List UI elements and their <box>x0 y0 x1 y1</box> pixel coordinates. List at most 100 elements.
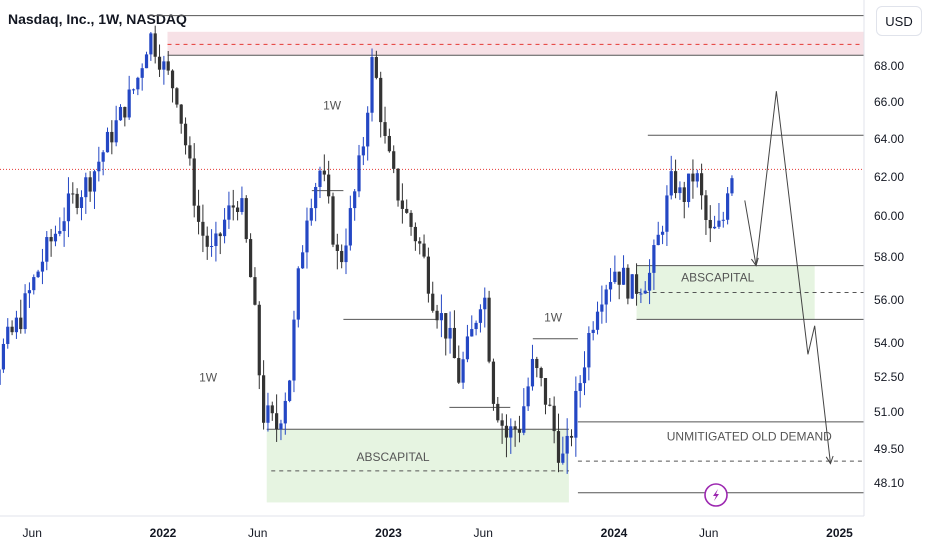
candle-down <box>201 221 205 236</box>
candle-down <box>452 327 457 359</box>
candle-up <box>53 233 58 242</box>
y-tick-label: 54.00 <box>874 336 904 350</box>
candle-down <box>409 212 413 227</box>
candle-up <box>695 173 699 182</box>
x-tick-label: Jun <box>474 526 493 540</box>
candle-up <box>621 267 626 285</box>
candle-down <box>400 200 404 209</box>
y-tick-label: 62.00 <box>874 170 904 184</box>
candle-up <box>665 195 669 232</box>
candle-down <box>617 271 621 285</box>
candle-down <box>253 277 257 305</box>
x-tick-label: 2025 <box>826 526 853 540</box>
candle-up <box>144 54 149 69</box>
candle-down <box>569 435 574 438</box>
candle-up <box>578 383 582 391</box>
candle-down <box>71 193 75 195</box>
annotation-label: 1W <box>199 371 218 385</box>
projection-path <box>744 91 831 464</box>
candle-down <box>543 378 548 405</box>
x-tick-label: Jun <box>248 526 267 540</box>
candle-up <box>309 208 313 221</box>
candle-down <box>19 317 23 330</box>
y-tick-label: 49.50 <box>874 442 904 456</box>
x-tick-label: Jun <box>699 526 718 540</box>
candle-up <box>565 435 569 454</box>
annotation-label: ABSCAPITAL <box>681 271 754 285</box>
candle-up <box>470 329 474 337</box>
candle-up <box>600 304 604 312</box>
candle-down <box>556 431 561 463</box>
annotation-label: 1W <box>544 311 563 325</box>
candle-down <box>235 207 240 212</box>
candle-up <box>114 120 118 143</box>
candle-down <box>248 239 253 278</box>
candle-up <box>461 359 465 383</box>
candle-up <box>669 171 673 196</box>
candle-down <box>88 177 92 192</box>
candle-up <box>45 237 49 262</box>
candle-down <box>179 104 183 124</box>
candle-up <box>726 193 730 220</box>
candle-down <box>166 61 170 71</box>
candle-up <box>288 380 292 401</box>
candle-up <box>40 261 45 272</box>
candle-up <box>318 170 322 187</box>
candle-down <box>110 131 114 143</box>
candle-down <box>218 233 222 237</box>
candle-down <box>426 256 430 294</box>
candle-down <box>535 358 539 369</box>
candle-down <box>383 122 387 136</box>
candle-down <box>431 293 435 311</box>
candle-up <box>656 234 660 246</box>
candle-down <box>183 123 188 146</box>
candle-up <box>283 400 287 424</box>
candle-up <box>613 271 617 283</box>
y-axis[interactable]: 68.00 66.00 64.00 62.00 60.00 58.00 56.00 54.00… <box>874 59 904 490</box>
candle-down <box>704 195 708 220</box>
projection-layer <box>744 91 834 465</box>
candle-up <box>92 171 97 192</box>
candle-up <box>574 390 578 438</box>
candle-down <box>275 413 279 430</box>
candle-down <box>175 88 179 105</box>
y-tick-label: 66.00 <box>874 95 904 109</box>
candle-up <box>353 191 357 209</box>
candle-down <box>192 158 196 206</box>
candle-up <box>643 290 647 294</box>
x-axis[interactable]: Jun 2022 Jun 2023 Jun 2024 Jun 2025 <box>23 526 854 540</box>
y-tick-label: 58.00 <box>874 250 904 264</box>
candle-down <box>231 205 235 208</box>
candle-up <box>118 106 123 121</box>
annotation-label: UNMITIGATED OLD DEMAND <box>667 429 832 443</box>
candle-down <box>170 70 175 89</box>
demand-zone <box>266 429 569 503</box>
candle-up <box>292 319 296 381</box>
candle-down <box>552 405 556 432</box>
candle-down <box>548 404 552 406</box>
candle-up <box>214 233 218 246</box>
candle-up <box>686 173 691 202</box>
x-tick-label: 2022 <box>150 526 177 540</box>
candle-up <box>14 317 19 333</box>
candle-up <box>604 289 608 305</box>
candle-down <box>331 196 335 245</box>
lightning-icon[interactable] <box>704 483 728 507</box>
y-tick-label: 68.00 <box>874 59 904 73</box>
candle-up <box>149 33 153 55</box>
candle-up <box>730 178 734 194</box>
candle-down <box>539 368 543 379</box>
candle-down <box>205 235 209 247</box>
candle-up <box>713 226 717 229</box>
candle-down <box>457 358 461 383</box>
candle-up <box>448 327 452 339</box>
candle-up <box>348 208 352 246</box>
candle-up <box>32 277 36 291</box>
candle-down <box>244 198 248 240</box>
candle-up <box>279 423 283 430</box>
candle-up <box>314 186 318 209</box>
candle-down <box>196 205 201 222</box>
currency-button[interactable]: USD <box>876 6 922 36</box>
candle-down <box>405 208 409 213</box>
